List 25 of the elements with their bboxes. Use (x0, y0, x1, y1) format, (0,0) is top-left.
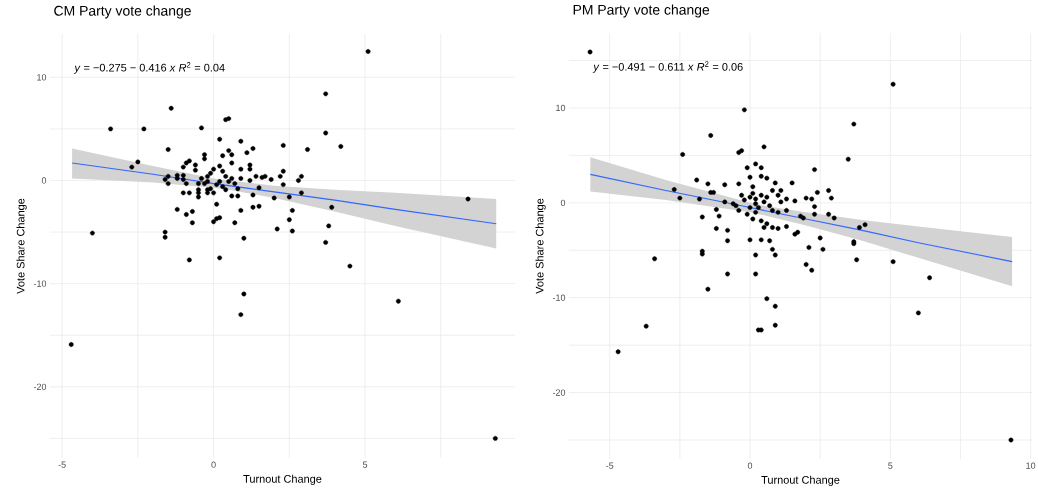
annotation: y = −0.491 − 0.611 x R$^{2}$ = 0.06 (592, 61, 743, 73)
y-axis-title: Vote Share Change (535, 198, 546, 294)
x-tick-label: 5 (888, 462, 893, 469)
y-tick-label: -20 (552, 389, 566, 396)
chart-title: CM Party vote change (54, 5, 191, 19)
chart-title: PM Party vote change (573, 4, 710, 18)
y-tick-label: -10 (33, 280, 47, 287)
y-axis-title: Vote Share Change (16, 198, 27, 294)
line-series (589, 173, 1013, 263)
y-tick-label: 0 (560, 199, 566, 207)
y-tick-label: -10 (552, 294, 566, 301)
y-tick-label: 10 (37, 74, 47, 81)
x-tick-label: 10 (1026, 462, 1036, 469)
annotation: y = −0.275 − 0.416 x R$^{2}$ = 0.04 (73, 62, 225, 74)
line-series (71, 162, 497, 225)
y-tick-label: 10 (556, 104, 566, 112)
x-tick-label: -5 (606, 462, 614, 469)
x-axis-title: Turnout Change (761, 475, 840, 486)
x-tick-label: 0 (211, 461, 216, 468)
x-tick-label: -5 (58, 461, 66, 468)
x-axis-title: Turnout Change (243, 474, 322, 485)
x-tick-label: 5 (362, 461, 368, 468)
x-tick-label: 0 (747, 462, 753, 469)
y-tick-label: -20 (33, 383, 47, 390)
y-tick-label: 0 (41, 177, 47, 184)
